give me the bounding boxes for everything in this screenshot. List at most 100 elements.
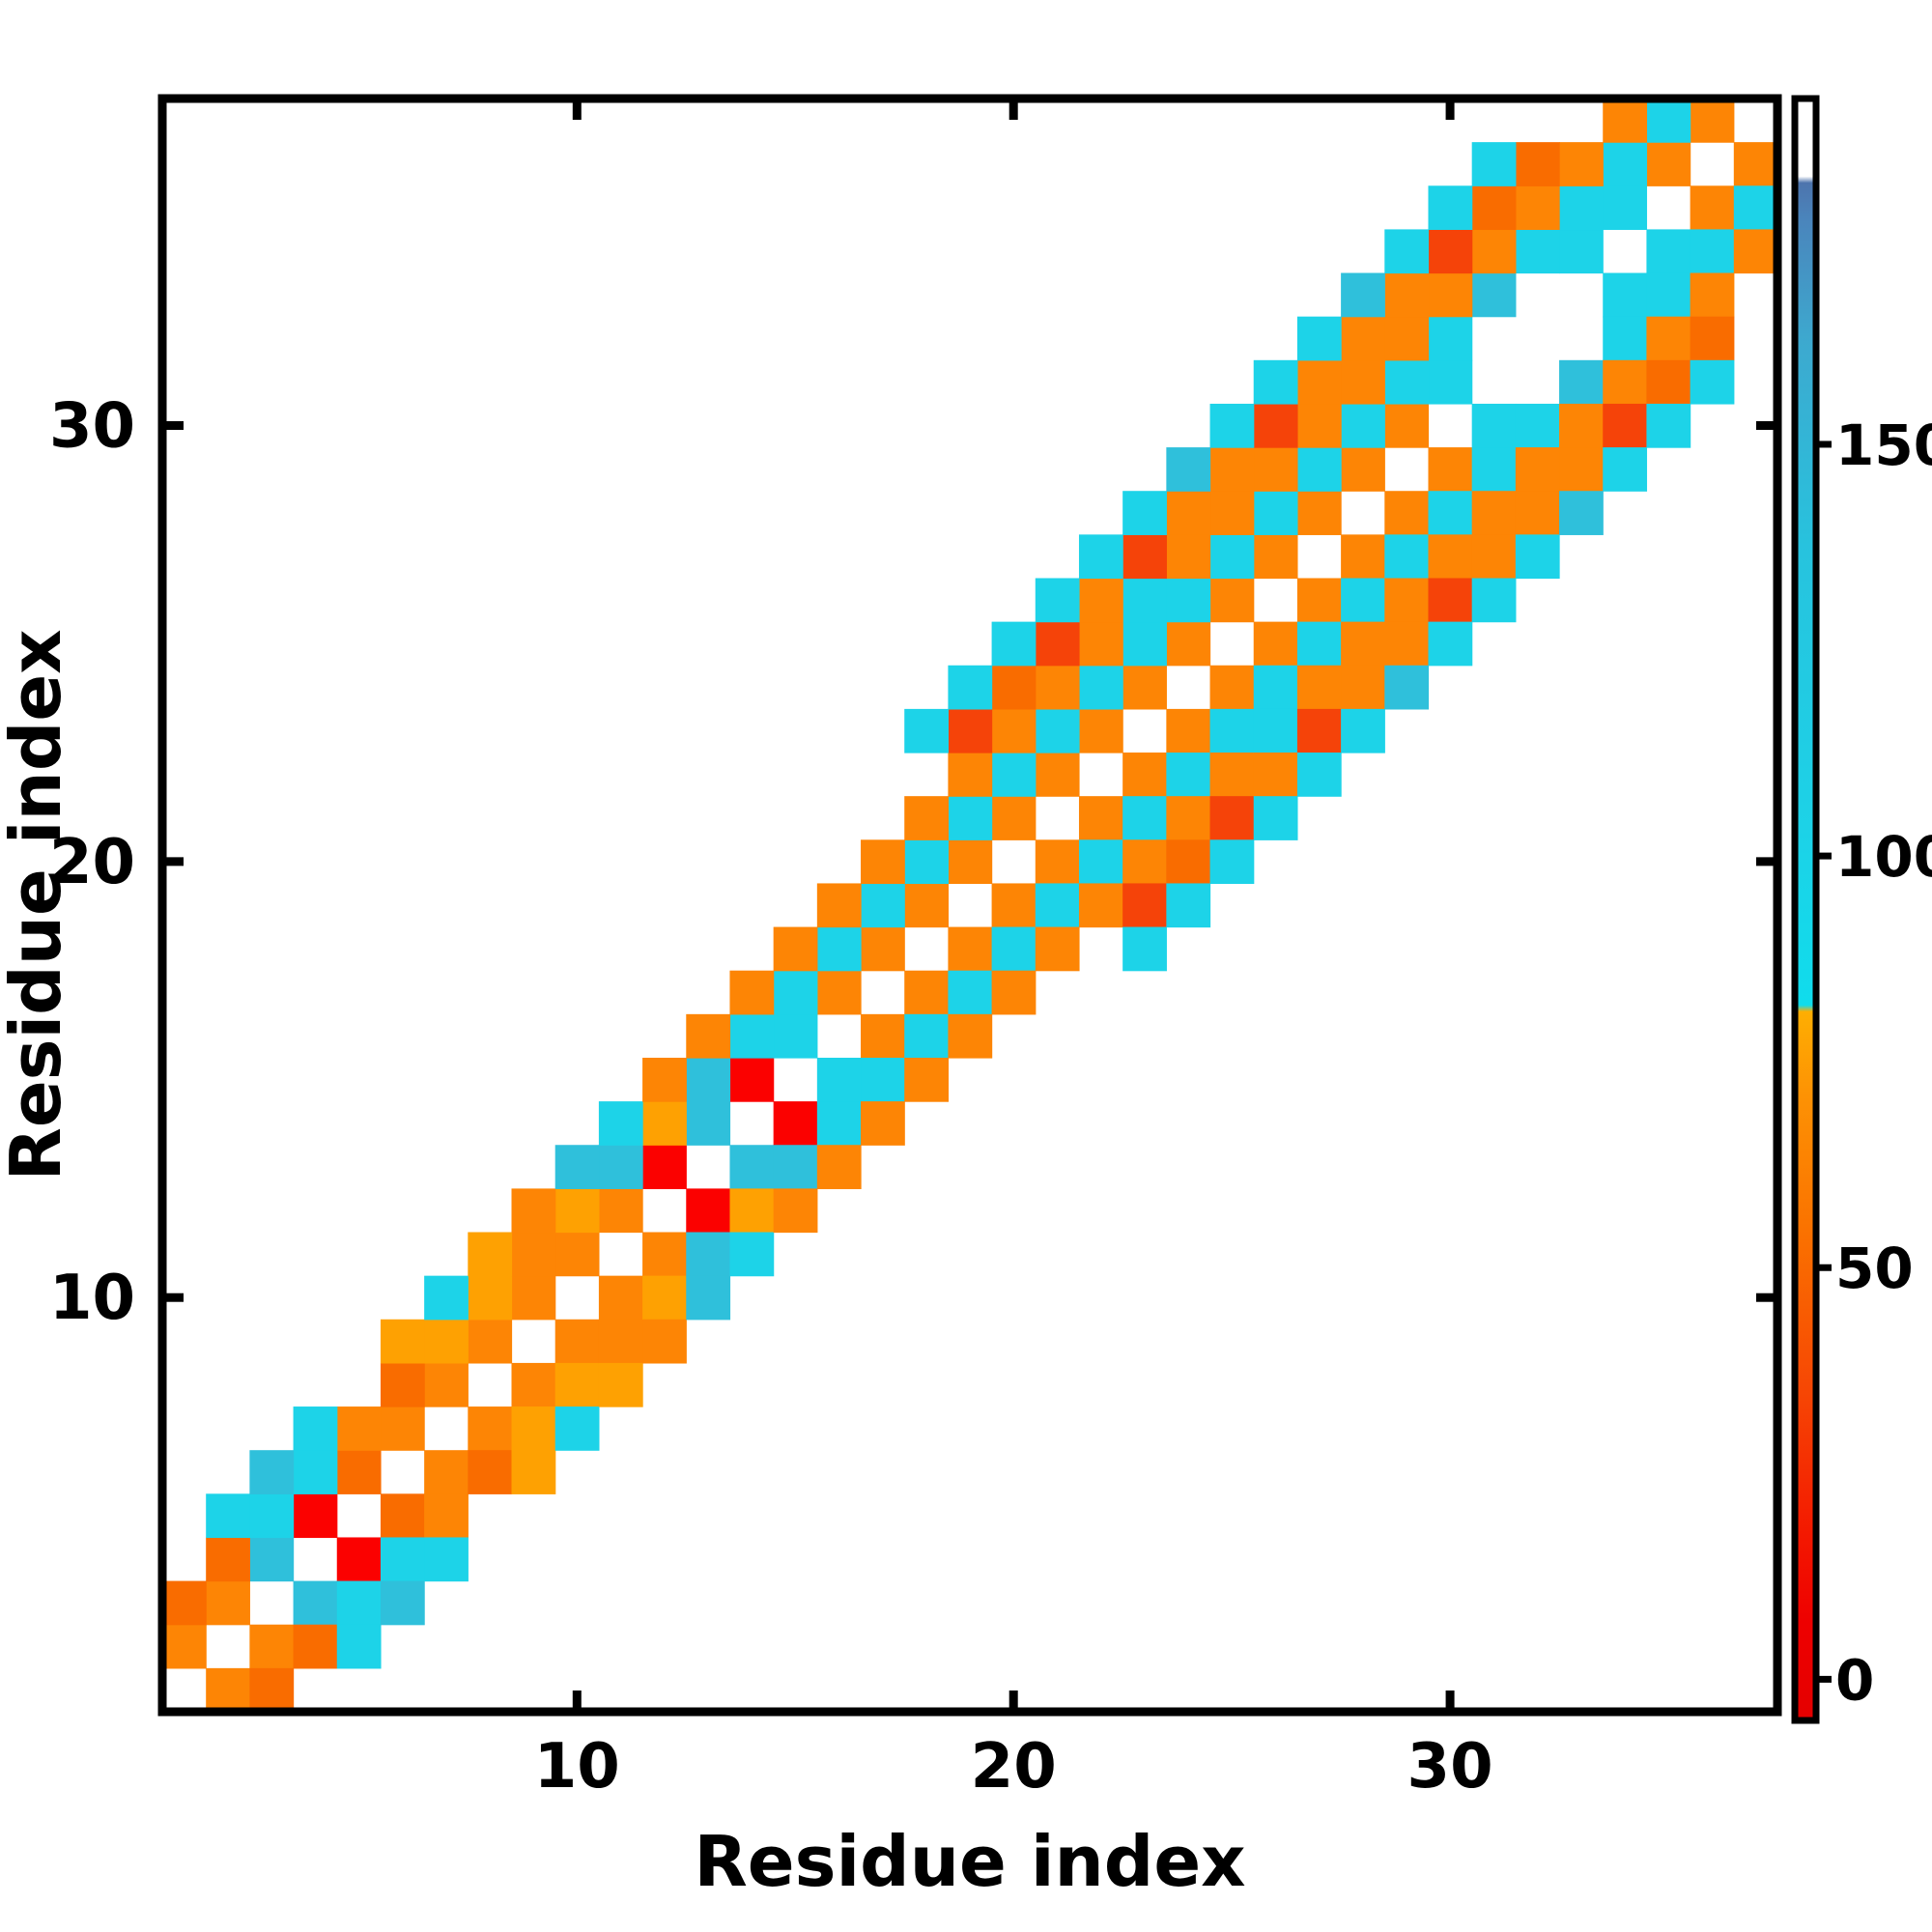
- heatmap-cell: [816, 883, 862, 928]
- heatmap-cell: [1603, 99, 1648, 143]
- heatmap-cell: [991, 926, 1037, 972]
- heatmap-cell: [861, 1013, 905, 1059]
- heatmap-cell: [1035, 883, 1080, 928]
- heatmap-cell: [1253, 447, 1298, 492]
- heatmap-cell: [1253, 796, 1298, 840]
- heatmap-cell: [1209, 534, 1255, 580]
- heatmap-cell: [598, 1101, 643, 1146]
- heatmap-cell: [904, 970, 950, 1015]
- heatmap-cell: [991, 796, 1037, 840]
- heatmap-cell: [1035, 708, 1080, 753]
- heatmap-cell: [1428, 534, 1473, 580]
- colorbar-tick: [1819, 852, 1832, 860]
- heatmap-cell: [1341, 447, 1385, 492]
- heatmap-cell: [206, 1667, 250, 1713]
- y-tick-right: [1756, 1293, 1777, 1302]
- heatmap-cell: [1690, 316, 1735, 361]
- heatmap-cell: [336, 1537, 382, 1582]
- heatmap-cell: [686, 1275, 731, 1321]
- heatmap-cell: [1166, 796, 1211, 840]
- heatmap-cell: [598, 1188, 643, 1234]
- heatmap-cell: [1690, 359, 1735, 405]
- heatmap-cell: [206, 1537, 250, 1582]
- heatmap-cell: [554, 1406, 600, 1451]
- heatmap-cell: [948, 796, 993, 840]
- y-tick-right: [1756, 421, 1777, 431]
- heatmap-cell: [162, 1624, 207, 1669]
- heatmap-cell: [729, 1188, 775, 1234]
- heatmap-cell: [336, 1580, 382, 1626]
- heatmap-cell: [1166, 839, 1211, 885]
- heatmap-cell: [1078, 621, 1123, 667]
- heatmap-cell: [336, 1406, 382, 1451]
- heatmap-cell: [729, 1145, 775, 1189]
- heatmap-cell: [424, 1275, 469, 1321]
- heatmap-cell: [686, 1232, 731, 1277]
- heatmap-cell: [904, 708, 950, 753]
- heatmap-cell: [991, 753, 1037, 797]
- heatmap-cell: [1166, 447, 1211, 492]
- heatmap-cell: [424, 1450, 469, 1494]
- heatmap-cell: [816, 970, 862, 1015]
- heatmap-cell: [249, 1667, 295, 1713]
- heatmap-cell: [1341, 359, 1385, 405]
- heatmap-cell: [1209, 403, 1255, 448]
- heatmap-cell: [1471, 272, 1517, 318]
- heatmap-cell: [1384, 665, 1430, 710]
- heatmap-cell: [904, 796, 950, 840]
- colorbar-bar: [1791, 95, 1820, 1724]
- heatmap-cell: [1253, 403, 1298, 448]
- heatmap-cell: [1035, 665, 1080, 710]
- heatmap-cell: [1428, 359, 1473, 405]
- heatmap-cell: [1471, 534, 1517, 580]
- heatmap-cell: [1515, 185, 1560, 231]
- heatmap-cell: [1603, 447, 1648, 492]
- heatmap-cell: [1035, 839, 1080, 885]
- heatmap-cell: [904, 1057, 950, 1102]
- heatmap-cell: [1471, 491, 1517, 535]
- heatmap-cell: [1122, 926, 1167, 972]
- heatmap-cell: [1428, 621, 1473, 667]
- heatmap-cell: [1515, 447, 1560, 492]
- heatmap-cell: [773, 1101, 818, 1146]
- x-tick-top: [572, 99, 582, 120]
- heatmap-cell: [1296, 403, 1342, 448]
- heatmap-cell: [816, 1057, 862, 1102]
- heatmap-cell: [511, 1188, 556, 1234]
- x-tick-top: [1445, 99, 1455, 120]
- heatmap-cell: [642, 1057, 687, 1102]
- heatmap-cell: [861, 1057, 905, 1102]
- heatmap-cell: [1122, 753, 1167, 797]
- heatmap-cell: [1296, 578, 1342, 623]
- heatmap-cell: [380, 1362, 425, 1407]
- heatmap-cell: [816, 1145, 862, 1189]
- heatmap-cell: [686, 1013, 731, 1059]
- heatmap-cell: [1166, 578, 1211, 623]
- heatmap-cell: [1559, 185, 1604, 231]
- heatmap-cell: [1078, 883, 1123, 928]
- heatmap-cell: [816, 926, 862, 972]
- heatmap-cell: [1646, 316, 1691, 361]
- y-axis-title: Residue index: [0, 629, 76, 1180]
- heatmap-cell: [1515, 534, 1560, 580]
- heatmap-cell: [1296, 491, 1342, 535]
- heatmap-cell: [904, 883, 950, 928]
- heatmap-cell: [249, 1537, 295, 1582]
- heatmap-cell: [991, 665, 1037, 710]
- heatmap-cell: [1253, 708, 1298, 753]
- heatmap-cell: [598, 1319, 643, 1364]
- heatmap-cell: [729, 1057, 775, 1102]
- heatmap-cell: [1515, 403, 1560, 448]
- y-tick-right: [1756, 857, 1777, 867]
- heatmap-cell: [1690, 185, 1735, 231]
- heatmap-cell: [249, 1450, 295, 1494]
- axis-tick-labels: 10 20 30 10 20 30: [49, 391, 1493, 1803]
- heatmap-cell: [1646, 272, 1691, 318]
- heatmap-cell: [380, 1319, 425, 1364]
- heatmap-cell: [511, 1406, 556, 1451]
- y-tick-left: [162, 1293, 184, 1302]
- heatmap-cell: [1122, 665, 1167, 710]
- heatmap-cell: [336, 1450, 382, 1494]
- heatmap-cell: [1515, 142, 1560, 186]
